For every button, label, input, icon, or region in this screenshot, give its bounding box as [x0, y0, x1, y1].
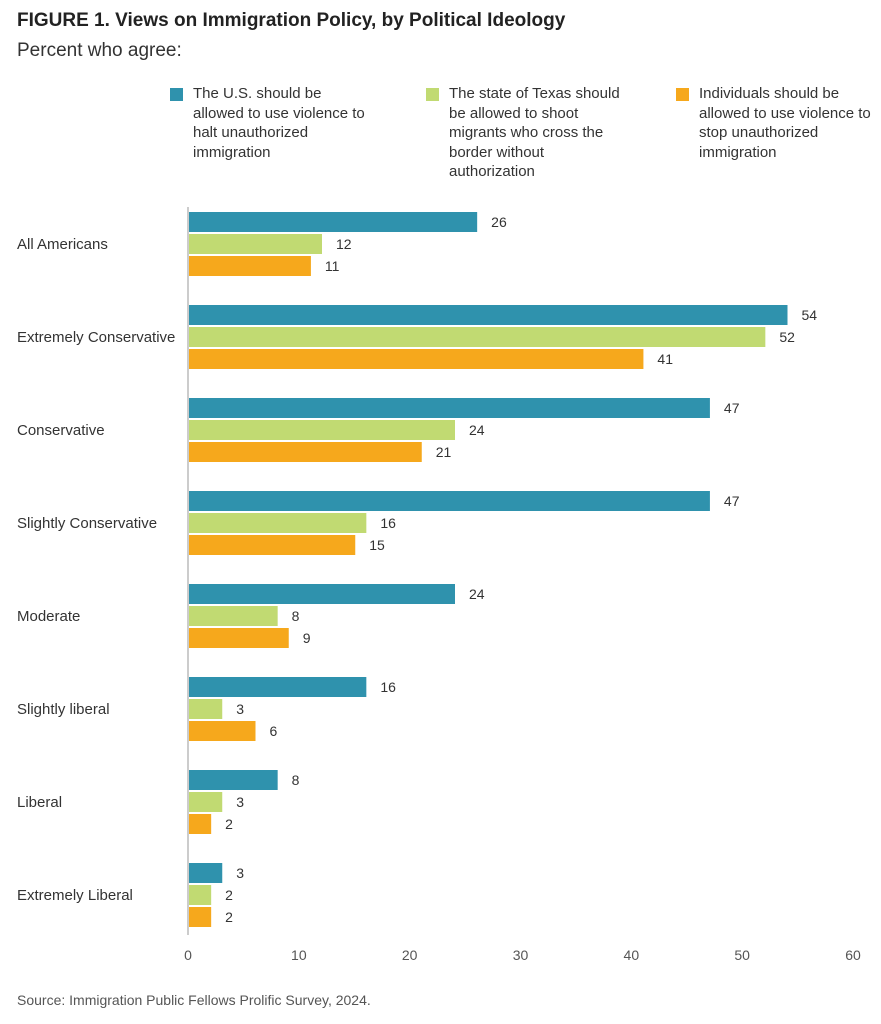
bar-conservative-individuals-violence	[189, 442, 422, 462]
data-label-extremely-conservative-texas-shoot: 52	[779, 329, 795, 345]
legend-label-texas-shoot: The state of Texas should be allowed to …	[449, 85, 620, 180]
data-label-extremely-conservative-individuals-violence: 41	[657, 351, 673, 367]
x-tick-label-50: 50	[734, 947, 750, 963]
legend-label-individuals-violence: Individuals should be allowed to use vio…	[699, 85, 871, 161]
data-label-conservative-individuals-violence: 21	[436, 444, 452, 460]
x-tick-label-30: 30	[513, 947, 529, 963]
bar-conservative-us-violence	[189, 398, 710, 418]
data-label-liberal-us-violence: 8	[292, 772, 300, 788]
data-label-extremely-liberal-texas-shoot: 2	[225, 887, 233, 903]
bar-slightly-conservative-us-violence	[189, 491, 710, 511]
bar-extremely-conservative-us-violence	[189, 305, 788, 325]
bar-conservative-texas-shoot	[189, 420, 455, 440]
bar-slightly-liberal-us-violence	[189, 677, 367, 697]
chart-subtitle: Percent who agree:	[17, 40, 182, 61]
x-tick-label-20: 20	[402, 947, 418, 963]
data-label-all-americans-us-violence: 26	[491, 214, 507, 230]
bar-liberal-individuals-violence	[189, 814, 212, 834]
data-label-extremely-liberal-individuals-violence: 2	[225, 909, 233, 925]
bar-extremely-conservative-texas-shoot	[189, 327, 766, 347]
chart-title: FIGURE 1. Views on Immigration Policy, b…	[17, 10, 566, 31]
data-label-slightly-liberal-texas-shoot: 3	[236, 701, 244, 717]
data-label-moderate-us-violence: 24	[469, 586, 485, 602]
category-label-slightly-conservative: Slightly Conservative	[17, 515, 157, 532]
category-label-slightly-liberal: Slightly liberal	[17, 701, 110, 718]
data-label-all-americans-individuals-violence: 11	[325, 258, 340, 274]
bar-extremely-liberal-us-violence	[189, 863, 223, 883]
bar-extremely-liberal-texas-shoot	[189, 885, 212, 905]
category-label-liberal: Liberal	[17, 794, 62, 811]
legend-swatch-us-violence	[170, 88, 183, 101]
data-label-extremely-liberal-us-violence: 3	[236, 865, 244, 881]
data-label-extremely-conservative-us-violence: 54	[802, 307, 818, 323]
data-label-moderate-texas-shoot: 8	[292, 608, 300, 624]
bar-all-americans-us-violence	[189, 212, 478, 232]
bar-moderate-texas-shoot	[189, 606, 278, 626]
data-label-all-americans-texas-shoot: 12	[336, 236, 352, 252]
data-label-conservative-us-violence: 47	[724, 400, 740, 416]
data-label-slightly-liberal-individuals-violence: 6	[270, 723, 278, 739]
bar-all-americans-texas-shoot	[189, 234, 322, 254]
legend-item-texas-shoot: The state of Texas should be allowed to …	[426, 84, 629, 182]
category-label-extremely-liberal: Extremely Liberal	[17, 887, 133, 904]
x-tick-label-10: 10	[291, 947, 307, 963]
bar-slightly-liberal-individuals-violence	[189, 721, 256, 741]
x-tick-label-0: 0	[184, 947, 192, 963]
source-note: Source: Immigration Public Fellows Proli…	[17, 992, 371, 1008]
legend-swatch-texas-shoot	[426, 88, 439, 101]
bar-extremely-conservative-individuals-violence	[189, 349, 644, 369]
legend-item-individuals-violence: Individuals should be allowed to use vio…	[676, 84, 879, 162]
bar-moderate-individuals-violence	[189, 628, 289, 648]
bar-slightly-conservative-individuals-violence	[189, 535, 356, 555]
data-label-moderate-individuals-violence: 9	[303, 630, 311, 646]
data-label-slightly-liberal-us-violence: 16	[380, 679, 396, 695]
category-label-extremely-conservative: Extremely Conservative	[17, 329, 175, 346]
legend-label-us-violence: The U.S. should be allowed to use violen…	[193, 85, 365, 161]
data-label-conservative-texas-shoot: 24	[469, 422, 485, 438]
bar-liberal-us-violence	[189, 770, 278, 790]
bar-liberal-texas-shoot	[189, 792, 223, 812]
data-label-liberal-individuals-violence: 2	[225, 816, 233, 832]
x-tick-label-40: 40	[624, 947, 640, 963]
bar-slightly-liberal-texas-shoot	[189, 699, 223, 719]
data-label-liberal-texas-shoot: 3	[236, 794, 244, 810]
data-label-slightly-conservative-texas-shoot: 16	[380, 515, 396, 531]
category-label-all-americans: All Americans	[17, 236, 108, 253]
legend-item-us-violence: The U.S. should be allowed to use violen…	[170, 84, 373, 162]
bar-extremely-liberal-individuals-violence	[189, 907, 212, 927]
category-label-conservative: Conservative	[17, 422, 105, 439]
category-label-moderate: Moderate	[17, 608, 80, 625]
data-label-slightly-conservative-us-violence: 47	[724, 493, 740, 509]
data-label-slightly-conservative-individuals-violence: 15	[369, 537, 385, 553]
x-tick-label-60: 60	[845, 947, 861, 963]
bar-all-americans-individuals-violence	[189, 256, 311, 276]
bar-moderate-us-violence	[189, 584, 455, 604]
bar-slightly-conservative-texas-shoot	[189, 513, 367, 533]
legend-swatch-individuals-violence	[676, 88, 689, 101]
